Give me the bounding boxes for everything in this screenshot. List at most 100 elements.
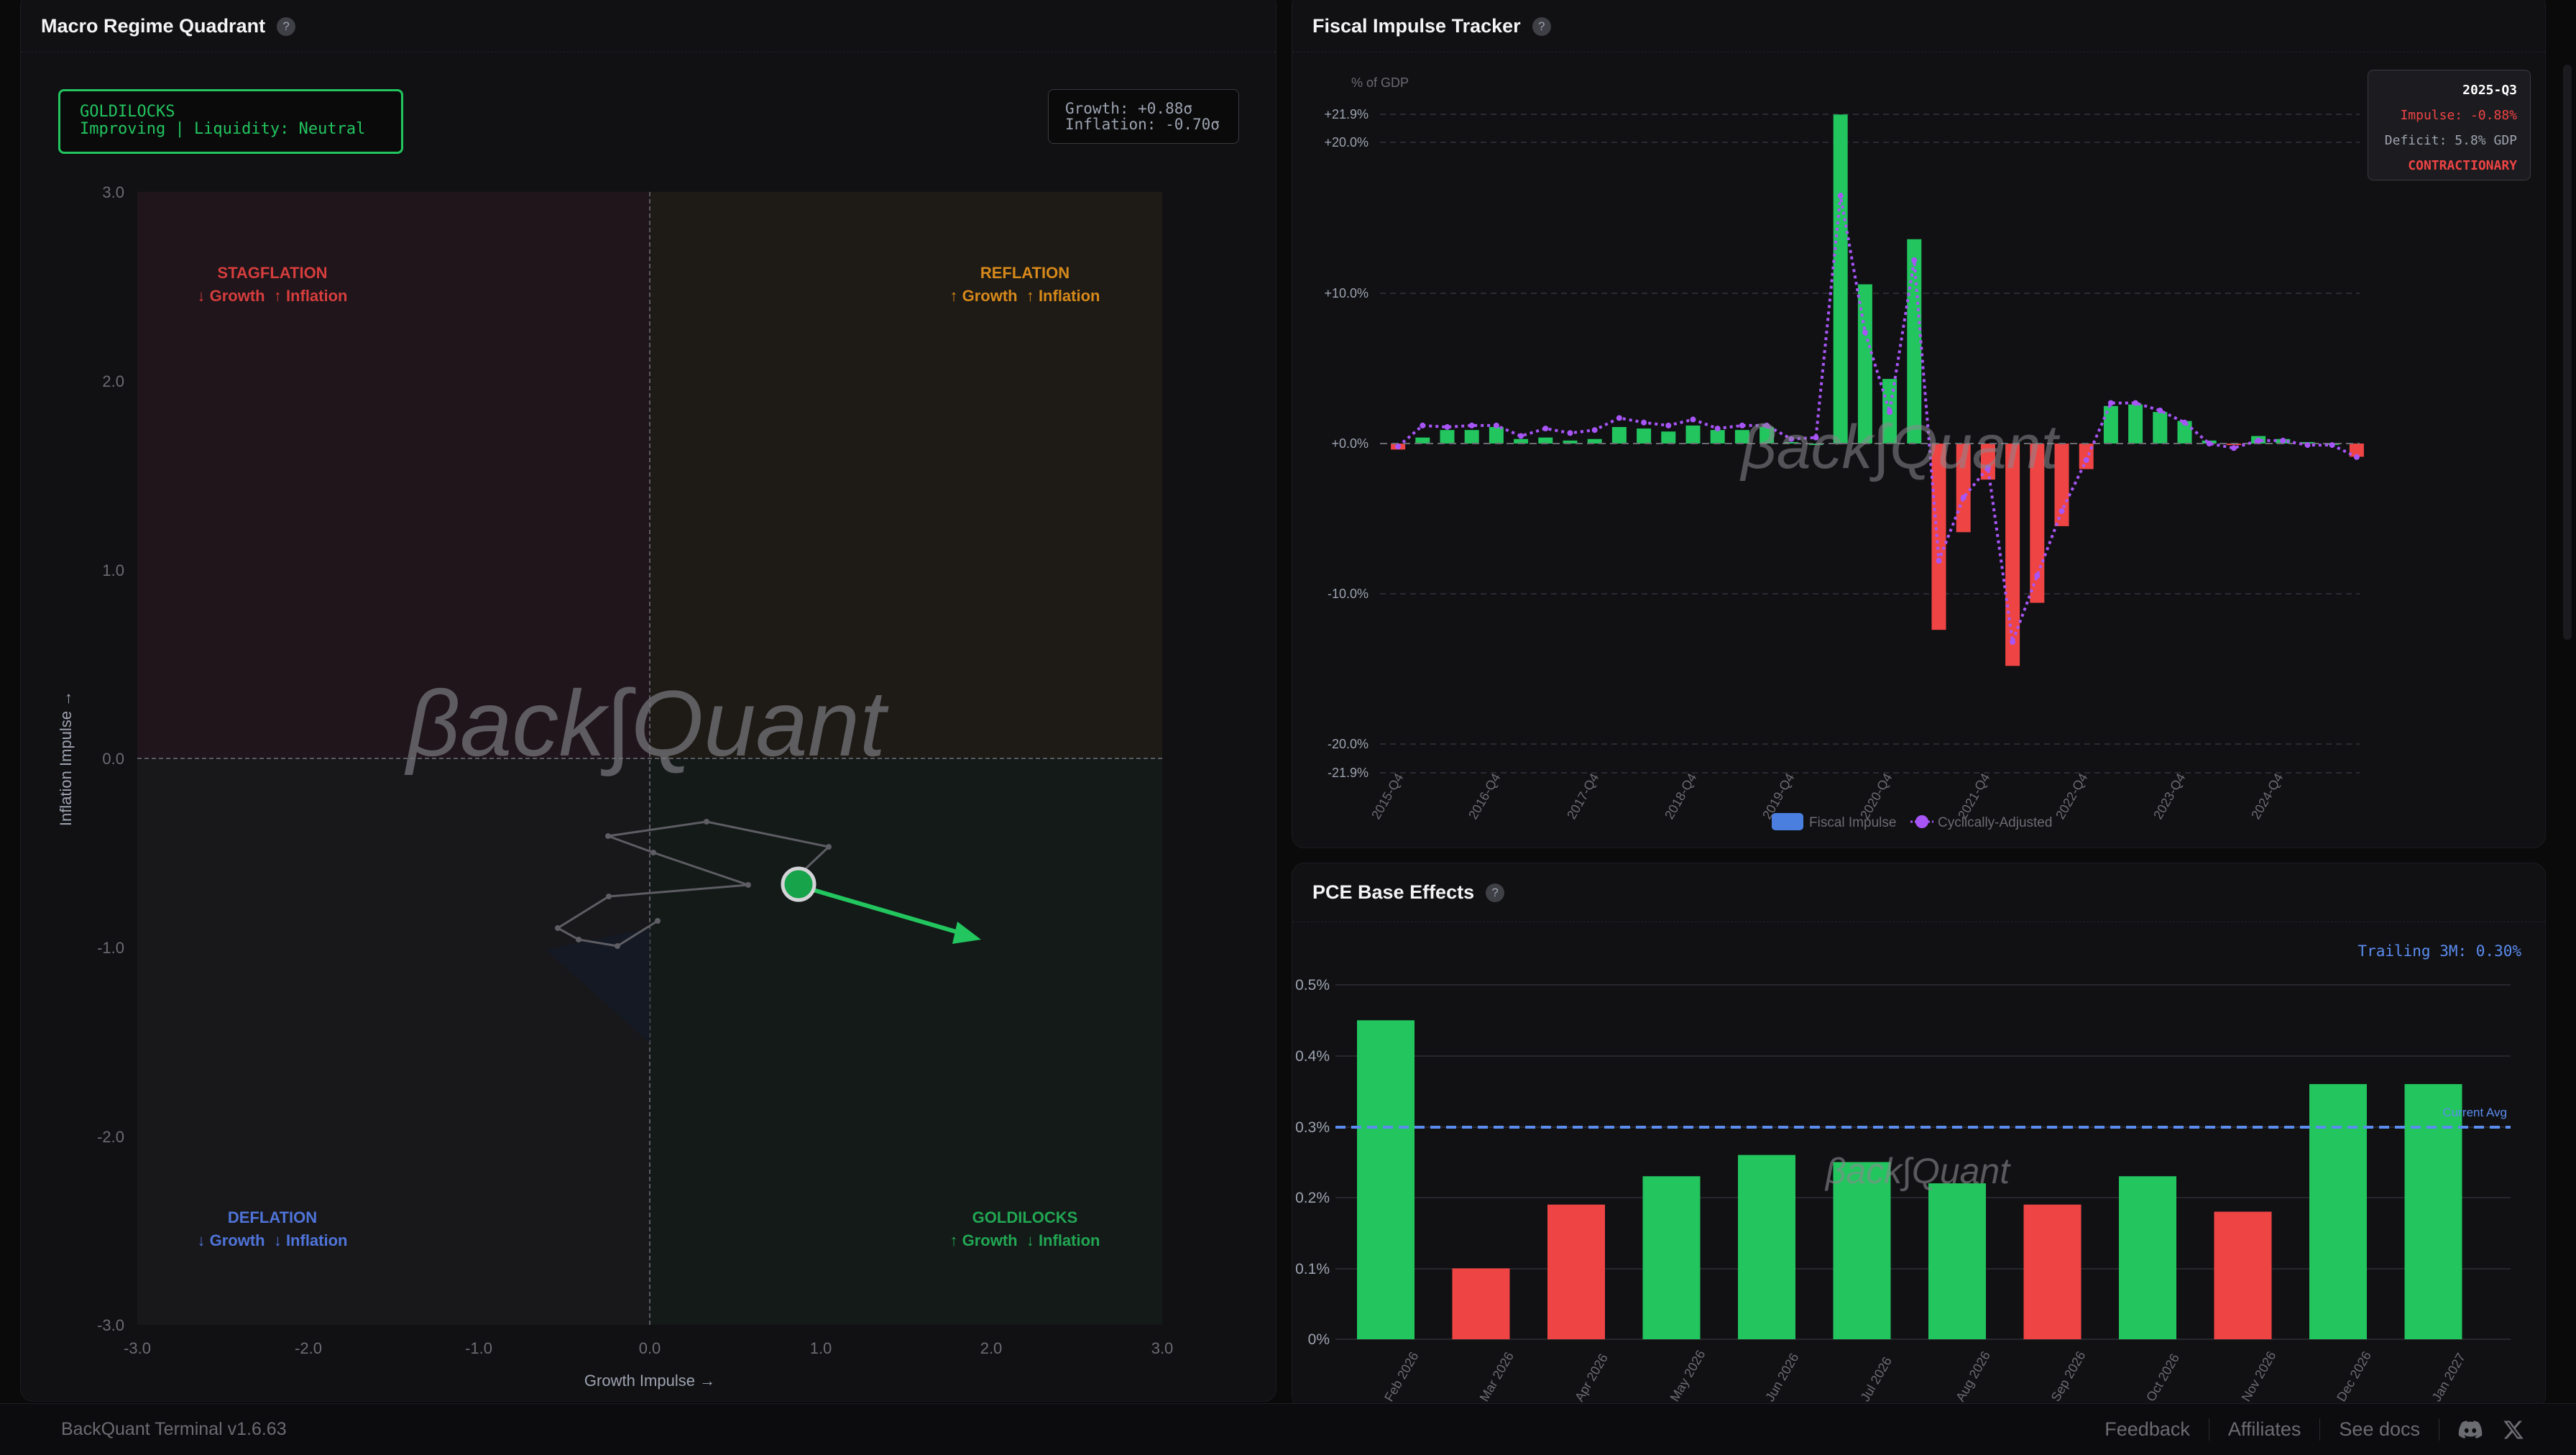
fiscal-bar[interactable] — [1734, 430, 1749, 444]
panel-title: PCE Base Effects — [1312, 881, 1475, 903]
fiscal-bar[interactable] — [1415, 437, 1430, 444]
trailing-3m: Trailing 3M: 0.30% — [2358, 942, 2521, 960]
svg-text:-3.0: -3.0 — [124, 1339, 151, 1357]
stagflation-label: STAGFLATION — [217, 264, 327, 282]
pce-x-label: Feb 2026 — [1381, 1349, 1421, 1404]
fiscal-bar[interactable] — [1661, 431, 1676, 444]
svg-text:0.4%: 0.4% — [1295, 1048, 1330, 1065]
svg-text:2020-Q4: 2020-Q4 — [1857, 771, 1895, 822]
fiscal-bar[interactable] — [1808, 444, 1823, 445]
fiscal-bar[interactable] — [1440, 430, 1455, 444]
svg-text:-21.9%: -21.9% — [1328, 766, 1368, 780]
fiscal-bar[interactable] — [2153, 412, 2168, 444]
direction-arrow — [798, 883, 969, 937]
fiscal-bar[interactable] — [1931, 444, 1946, 630]
svg-text:-1.0: -1.0 — [97, 939, 124, 957]
stagflation-desc: ↓ Growth ↑ Inflation — [198, 287, 348, 305]
pce-x-label: Nov 2026 — [2239, 1349, 2279, 1404]
docs-link[interactable]: See docs — [2320, 1418, 2439, 1441]
fiscal-bar[interactable] — [2103, 405, 2118, 444]
svg-text:-3.0: -3.0 — [97, 1316, 124, 1334]
fiscal-bar[interactable] — [1980, 444, 1995, 480]
discord-icon[interactable] — [2458, 1419, 2483, 1441]
pce-bar[interactable] — [1928, 1183, 1986, 1339]
fiscal-bars — [1391, 114, 2364, 666]
fiscal-bar[interactable] — [1956, 444, 1971, 533]
svg-text:+21.9%: +21.9% — [1324, 107, 1368, 121]
svg-text:2017-Q4: 2017-Q4 — [1564, 771, 1601, 822]
pce-x-label: Apr 2026 — [1572, 1351, 1611, 1404]
pce-bar[interactable] — [2023, 1204, 2082, 1339]
pce-y-ticks: 0.5% 0.4% 0.3% 0.2% 0.1% 0% — [1295, 977, 1330, 1348]
pce-bar[interactable] — [1642, 1176, 1701, 1339]
fiscal-bar[interactable] — [1587, 439, 1602, 444]
fiscal-bar[interactable] — [1784, 441, 1799, 444]
fiscal-bar[interactable] — [2349, 444, 2364, 457]
inflation-readout: Inflation: -0.70σ — [1065, 116, 1220, 133]
fiscal-bar[interactable] — [1710, 430, 1725, 444]
fiscal-bar[interactable] — [2226, 444, 2241, 446]
pce-bar[interactable] — [1357, 1020, 1414, 1339]
svg-text:3.0: 3.0 — [102, 183, 124, 201]
pce-bar[interactable] — [1738, 1155, 1795, 1339]
svg-text:Cyclically-Adjusted: Cyclically-Adjusted — [1938, 815, 2052, 830]
quadrant-chart[interactable]: 3.0 2.0 1.0 0.0 -1.0 -2.0 -3.0 -3.0 -2.0… — [21, 0, 1276, 1402]
svg-text:2.0: 2.0 — [980, 1339, 1003, 1357]
svg-text:+10.0%: +10.0% — [1324, 286, 1368, 300]
pce-chart[interactable]: 0.5% 0.4% 0.3% 0.2% 0.1% 0% Current Avg … — [1292, 863, 2546, 1409]
fiscal-bar[interactable] — [1489, 427, 1504, 444]
fiscal-bar[interactable] — [1538, 437, 1553, 444]
fiscal-bar[interactable] — [1563, 440, 1578, 444]
reflation-label: REFLATION — [980, 264, 1070, 282]
fiscal-bar[interactable] — [2030, 444, 2045, 603]
help-icon[interactable]: ? — [1532, 17, 1551, 36]
watermark: βack∫Quant — [404, 671, 889, 776]
pce-bar[interactable] — [1547, 1204, 1605, 1339]
fiscal-bar[interactable] — [2005, 444, 2020, 666]
pce-bar[interactable] — [2404, 1084, 2462, 1339]
pce-x-label: Mar 2026 — [1477, 1349, 1517, 1404]
help-icon[interactable]: ? — [277, 17, 296, 36]
fiscal-bar[interactable] — [1685, 425, 1701, 444]
fiscal-bar[interactable] — [1833, 114, 1848, 444]
reflation-desc: ↑ Growth ↑ Inflation — [950, 287, 1100, 305]
scrollbar[interactable] — [2563, 65, 2572, 640]
fiscal-legend[interactable]: Fiscal Impulse Cyclically-Adjusted — [1772, 813, 2052, 830]
goldilocks-zone — [650, 758, 1162, 1325]
reflation-zone — [650, 192, 1162, 758]
impulse-readout: Growth: +0.88σ Inflation: -0.70σ — [1048, 89, 1239, 144]
stagflation-zone — [137, 192, 650, 758]
app-version: BackQuant Terminal v1.6.63 — [61, 1419, 287, 1439]
pce-bar[interactable] — [1833, 1162, 1891, 1340]
pce-bar[interactable] — [2309, 1084, 2367, 1339]
feedback-link[interactable]: Feedback — [2086, 1418, 2209, 1441]
fiscal-bar[interactable] — [2177, 421, 2192, 444]
fiscal-chart[interactable]: % of GDP +21.9% +20.0% +10.0% +0.0% -10.… — [1292, 0, 2546, 848]
svg-text:-2.0: -2.0 — [97, 1128, 124, 1146]
help-icon[interactable]: ? — [1486, 883, 1505, 902]
fiscal-bar[interactable] — [1857, 284, 1872, 444]
pce-bar[interactable] — [1452, 1268, 1510, 1339]
svg-text:-20.0%: -20.0% — [1328, 737, 1368, 751]
macro-regime-panel: Macro Regime Quadrant ? GOLDILOCKS Impro… — [20, 0, 1276, 1402]
panel-header: Macro Regime Quadrant ? — [21, 1, 1276, 52]
panel-header: PCE Base Effects ? — [1292, 863, 2545, 922]
fiscal-bar[interactable] — [1464, 430, 1479, 444]
fiscal-bar[interactable] — [1611, 427, 1627, 444]
svg-text:2018-Q4: 2018-Q4 — [1662, 771, 1699, 822]
pce-bar[interactable] — [2214, 1211, 2272, 1339]
fiscal-bar[interactable] — [1760, 427, 1775, 444]
y-axis-label: Inflation Impulse → — [57, 691, 75, 826]
fiscal-bar[interactable] — [1514, 439, 1529, 444]
fiscal-y-ticks: +21.9% +20.0% +10.0% +0.0% -10.0% -20.0%… — [1324, 107, 1368, 780]
tooltip-impulse: Impulse: -0.88% — [2400, 108, 2517, 123]
watermark: βack∫Quant — [1739, 413, 2061, 482]
goldilocks-desc: ↑ Growth ↓ Inflation — [950, 1231, 1100, 1249]
affiliates-link[interactable]: Affiliates — [2209, 1418, 2321, 1441]
regime-status-box: GOLDILOCKS Improving | Liquidity: Neutra… — [58, 89, 403, 154]
x-icon[interactable] — [2501, 1419, 2526, 1441]
fiscal-bar[interactable] — [2079, 444, 2094, 469]
fiscal-bar[interactable] — [1637, 428, 1652, 444]
pce-bar[interactable] — [2119, 1176, 2176, 1339]
fiscal-bar[interactable] — [2128, 404, 2143, 444]
